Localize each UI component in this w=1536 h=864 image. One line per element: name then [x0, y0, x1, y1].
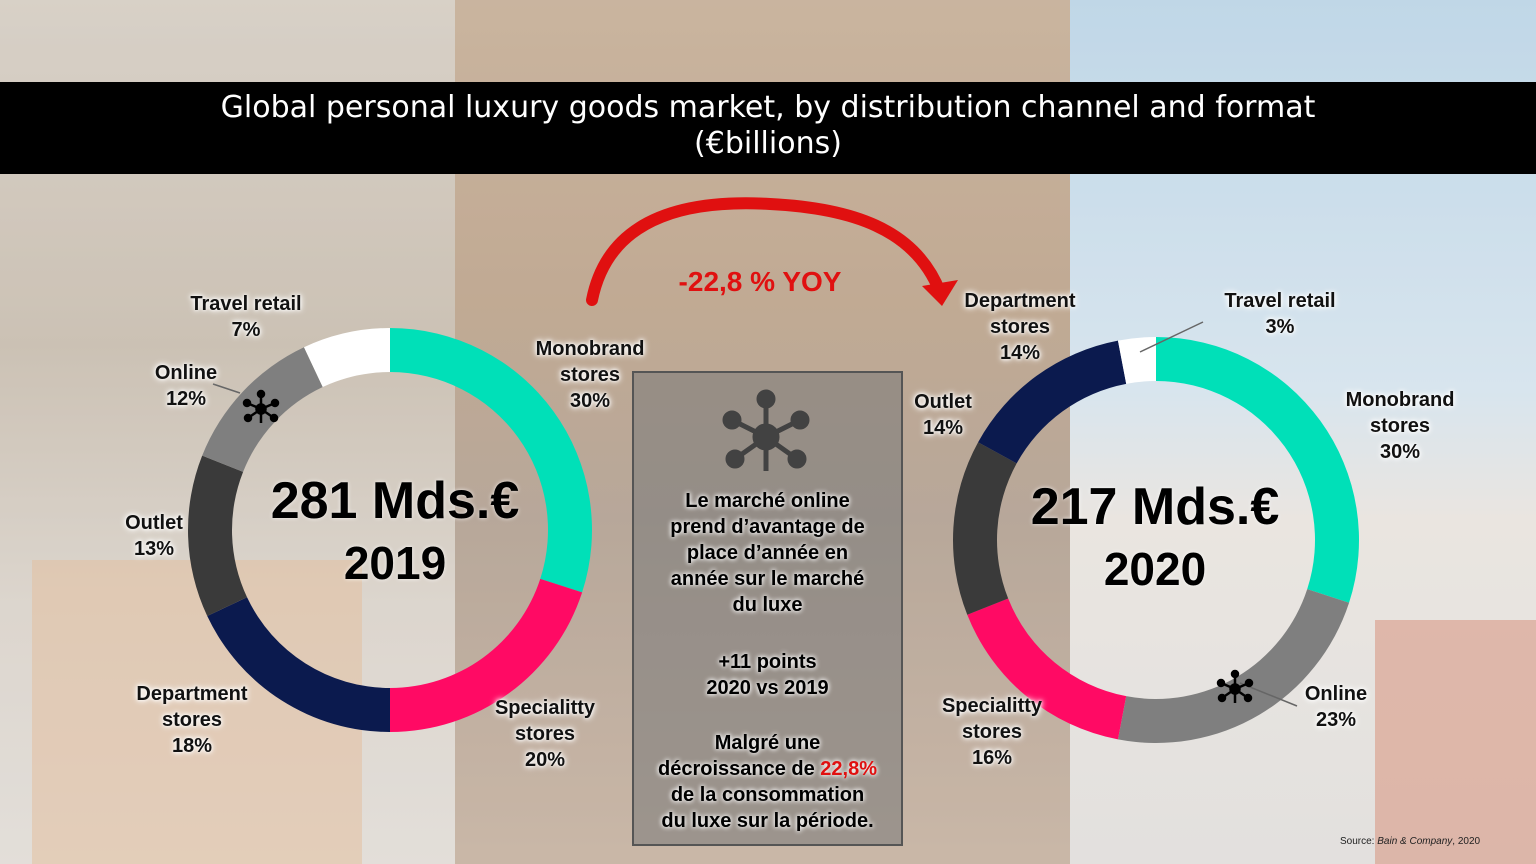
chart-subtitle: (€billions): [694, 126, 842, 161]
center-amount-2020: 217 Mds.€: [1030, 478, 1280, 536]
info-line: place d’année en: [686, 542, 849, 564]
donut-slice-2019-travel: [303, 328, 390, 388]
label-2019-monobrand-pct: 30%: [569, 390, 611, 412]
label-2019-outlet: Outlet 13%: [104, 510, 204, 562]
info-line: Malgré une: [714, 732, 821, 754]
donut-slice-2020-outlet: [953, 442, 1017, 615]
info-decline-value: 22,8%: [820, 758, 878, 780]
info-line-decline: décroissance de 22,8%: [634, 756, 901, 782]
label-2020-department: Department stores 14%: [950, 288, 1090, 366]
leader-travel-2020: [1139, 321, 1204, 353]
label-2019-department-name: Department: [136, 683, 248, 705]
center-value-2019: 281 Mds.€ 2019: [245, 470, 545, 594]
label-2019-outlet-name: Outlet: [125, 512, 183, 534]
info-paragraph-decline: Malgré une décroissance de 22,8% de la c…: [634, 730, 901, 834]
yoy-arrow-head: [922, 280, 958, 306]
label-2019-travel: Travel retail 7%: [166, 291, 326, 343]
label-2020-speciality-name: Specialitty: [941, 695, 1043, 717]
info-line: de la consommation: [670, 784, 865, 806]
label-2020-speciality: Specialitty stores 16%: [922, 693, 1062, 771]
donut-slice-2020-monobrand: [1156, 337, 1359, 603]
label-2020-outlet-pct: 14%: [922, 417, 964, 439]
donut-2019: [187, 328, 592, 732]
donut-2020: [953, 337, 1359, 743]
source-note: Source: Bain & Company, 2020: [1340, 836, 1480, 847]
label-2020-monobrand-name: Monobrand: [1345, 389, 1455, 411]
label-2019-monobrand-name: Monobrand: [535, 338, 645, 360]
label-2019-travel-pct: 7%: [231, 319, 261, 341]
yoy-label: -22,8 % YOY: [678, 266, 842, 297]
label-2019-travel-name: Travel retail: [190, 293, 302, 315]
info-paragraph-online: Le marché online prend d’avantage de pla…: [634, 488, 901, 618]
label-2020-online-name: Online: [1304, 683, 1368, 705]
source-suffix: , 2020: [1452, 836, 1481, 847]
info-line: 2020 vs 2019: [706, 677, 829, 699]
label-2019-department-pct: 18%: [171, 735, 213, 757]
label-2019-outlet-pct: 13%: [133, 538, 175, 560]
network-icon-2020: [1216, 669, 1254, 703]
label-2019-speciality-pct: 20%: [524, 749, 566, 771]
label-2020-travel: Travel retail 3%: [1200, 288, 1360, 340]
label-2020-travel-name: Travel retail: [1224, 290, 1336, 312]
label-2020-speciality-name2: stores: [961, 721, 1023, 743]
label-2020-monobrand-name2: stores: [1369, 415, 1431, 437]
center-year-2019: 2019: [343, 537, 447, 589]
info-line: prend d’avantage de: [670, 516, 865, 538]
source-prefix: Source:: [1340, 836, 1378, 847]
donut-slice-2020-department: [978, 340, 1127, 464]
yoy-arrow: [586, 197, 946, 306]
label-2020-monobrand: Monobrand stores 30%: [1330, 387, 1470, 465]
donut-slice-2020-online: [1117, 589, 1350, 743]
label-2019-department: Department stores 18%: [122, 681, 262, 759]
donut-slice-2019-monobrand: [390, 328, 592, 593]
label-2019-speciality-name: Specialitty: [494, 697, 596, 719]
label-2020-outlet-name: Outlet: [914, 391, 972, 413]
label-2020-online: Online 23%: [1286, 681, 1386, 733]
label-2020-outlet: Outlet 14%: [893, 389, 993, 441]
info-line: du luxe sur la période.: [661, 810, 874, 832]
source-name: Bain & Company: [1377, 836, 1453, 847]
label-2020-department-name2: stores: [989, 316, 1051, 338]
label-2020-department-name: Department: [964, 290, 1076, 312]
info-box: Le marché online prend d’avantage de pla…: [632, 371, 903, 846]
label-2019-monobrand-name2: stores: [559, 364, 621, 386]
label-2020-monobrand-pct: 30%: [1379, 441, 1421, 463]
label-2019-department-name2: stores: [161, 709, 223, 731]
label-2020-travel-pct: 3%: [1265, 316, 1295, 338]
label-2020-department-pct: 14%: [999, 342, 1041, 364]
label-2019-online-pct: 12%: [165, 388, 207, 410]
network-icon-2019: [242, 389, 280, 423]
info-line: Le marché online: [685, 490, 850, 512]
label-2020-online-pct: 23%: [1315, 709, 1357, 731]
label-2019-online-name: Online: [154, 362, 218, 384]
leader-online-2019: [212, 383, 241, 394]
label-2019-speciality-name2: stores: [514, 723, 576, 745]
background-photo-hermes: [1375, 620, 1536, 864]
donut-slice-2019-speciality: [390, 578, 583, 732]
center-amount-2019: 281 Mds.€: [270, 472, 520, 530]
info-line: +11 points: [718, 651, 817, 673]
info-decline-text: décroissance de: [657, 758, 821, 780]
label-2020-speciality-pct: 16%: [971, 747, 1013, 769]
donut-slice-2020-speciality: [967, 598, 1127, 740]
donut-slice-2019-department: [207, 597, 390, 732]
donut-slice-2019-outlet: [187, 455, 248, 617]
info-paragraph-points: +11 points 2020 vs 2019: [634, 649, 901, 701]
label-2019-speciality: Specialitty stores 20%: [475, 695, 615, 773]
info-line: du luxe: [732, 594, 803, 616]
label-2019-monobrand: Monobrand stores 30%: [520, 336, 660, 414]
center-year-2020: 2020: [1103, 543, 1207, 595]
info-line: année sur le marché: [670, 568, 865, 590]
label-2019-online: Online 12%: [136, 360, 236, 412]
chart-title: Global personal luxury goods market, by …: [220, 90, 1316, 125]
title-bar: Global personal luxury goods market, by …: [0, 82, 1536, 174]
center-value-2020: 217 Mds.€ 2020: [1005, 476, 1305, 600]
